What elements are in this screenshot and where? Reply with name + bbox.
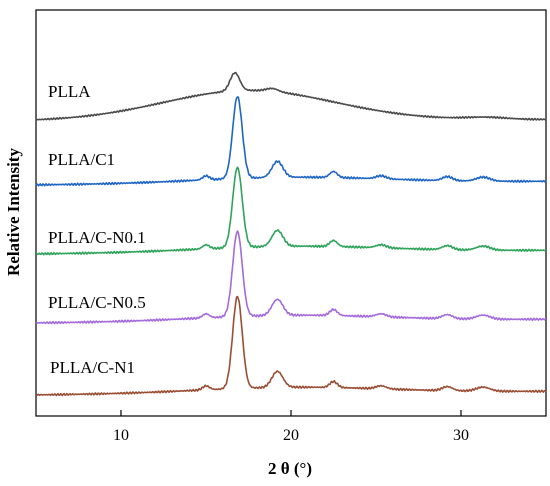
series-curves bbox=[35, 71, 547, 397]
x-axis-title: 2 θ (°) bbox=[268, 459, 312, 478]
x-tick-label: 20 bbox=[283, 427, 299, 444]
series-line-2 bbox=[35, 166, 547, 256]
series-label-2: PLLA/C-N0.1 bbox=[48, 228, 146, 247]
plot-frame bbox=[35, 9, 547, 417]
series-label-1: PLLA/C1 bbox=[48, 150, 115, 169]
series-labels: PLLA PLLA/C1 PLLA/C-N0.1 PLLA/C-N0.5 PLLA/C-… bbox=[48, 82, 146, 377]
series-label-3: PLLA/C-N0.5 bbox=[48, 293, 146, 312]
series-line-4 bbox=[35, 295, 547, 397]
series-line-1 bbox=[35, 96, 547, 187]
series-label-4: PLLA/C-N1 bbox=[50, 358, 135, 377]
series-line-3 bbox=[35, 230, 547, 325]
x-tick-label: 10 bbox=[113, 427, 129, 444]
x-axis-ticks: 10 20 30 bbox=[113, 410, 469, 444]
series-line-0 bbox=[35, 71, 547, 121]
y-axis-title: Relative Intensity bbox=[4, 148, 23, 276]
x-tick-label: 30 bbox=[453, 427, 469, 444]
series-label-0: PLLA bbox=[48, 82, 91, 101]
